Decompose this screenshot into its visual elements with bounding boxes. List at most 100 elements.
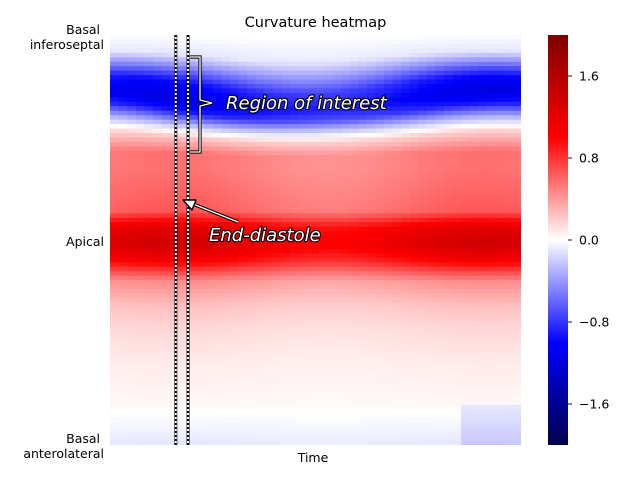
heatmap-cell (349, 182, 359, 188)
heatmap-cell (443, 289, 454, 295)
heatmap-cell (495, 222, 505, 228)
heatmap-cell (503, 306, 514, 312)
heatmap-cell (512, 311, 521, 317)
heatmap-cell (281, 342, 291, 348)
heatmap-cell (187, 418, 197, 424)
heatmap-cell (204, 413, 214, 419)
heatmap-cell (238, 373, 248, 379)
heatmap-cell (503, 115, 514, 121)
heatmap-cell (204, 177, 214, 183)
heatmap-cell (341, 173, 351, 179)
heatmap-cell (238, 364, 248, 370)
heatmap-cell (298, 70, 308, 76)
heatmap-cell (110, 128, 120, 134)
heatmap-cell (289, 293, 299, 299)
heatmap-cell (324, 297, 334, 303)
heatmap-cell (409, 231, 419, 237)
heatmap-cell (187, 231, 197, 237)
heatmap-cell (212, 137, 222, 143)
heatmap-cell (187, 208, 197, 214)
heatmap-cell (247, 164, 257, 170)
heatmap-cell (135, 199, 145, 205)
heatmap-cell (512, 190, 521, 197)
heatmap-cell (298, 146, 308, 152)
heatmap-cell (495, 369, 505, 375)
heatmap-cell (238, 110, 248, 116)
heatmap-cell (229, 373, 240, 379)
heatmap-cell (118, 217, 128, 223)
heatmap-cell (110, 177, 120, 183)
heatmap-cell (212, 52, 222, 58)
heatmap-cell (392, 244, 402, 250)
heatmap-cell (221, 199, 231, 205)
heatmap-cell (152, 106, 162, 112)
heatmap-cell (144, 338, 154, 344)
heatmap-cell (503, 52, 514, 58)
heatmap-cell (384, 422, 394, 428)
heatmap-cell (127, 79, 137, 85)
heatmap-cell (289, 110, 299, 116)
heatmap-cell (384, 404, 394, 410)
heatmap-cell (324, 133, 334, 139)
heatmap-cell (221, 280, 231, 286)
heatmap-cell (409, 133, 419, 139)
heatmap-cell (426, 177, 436, 183)
heatmap-cell (409, 436, 419, 442)
heatmap-cell (366, 387, 377, 393)
heatmap-cell (332, 70, 342, 76)
heatmap-cell (152, 253, 162, 259)
heatmap-cell (341, 204, 351, 210)
heatmap-cell (272, 271, 282, 277)
heatmap-cell (315, 413, 325, 419)
heatmap-cell (289, 240, 299, 246)
heatmap-cell (384, 311, 394, 317)
heatmap-cell (238, 244, 248, 250)
heatmap-cell (409, 315, 419, 321)
heatmap-cell (238, 369, 248, 375)
heatmap-cell (187, 257, 197, 263)
heatmap-cell (461, 115, 471, 121)
heatmap-cell (358, 177, 368, 183)
heatmap-cell (435, 387, 445, 393)
heatmap-cell (443, 324, 454, 330)
heatmap-cell (503, 413, 514, 419)
heatmap-cell (135, 436, 145, 442)
heatmap-cell (503, 333, 514, 339)
heatmap-cell (315, 195, 325, 201)
heatmap-cell (221, 271, 231, 277)
heatmap-cell (512, 342, 521, 348)
heatmap-cell (144, 271, 154, 277)
heatmap-cell (418, 373, 428, 379)
heatmap-cell (204, 306, 214, 312)
heatmap-cell (238, 404, 248, 410)
heatmap-cell (384, 440, 394, 445)
heatmap-cell (118, 195, 128, 201)
heatmap-cell (503, 284, 514, 290)
heatmap-cell (127, 346, 137, 353)
heatmap-cell (144, 204, 154, 210)
heatmap-cell (332, 79, 342, 85)
heatmap-cell (503, 373, 514, 379)
heatmap-cell (486, 306, 496, 312)
heatmap-cell (212, 61, 222, 67)
heatmap-cell (469, 422, 479, 428)
heatmap-cell (341, 293, 351, 299)
heatmap-cell (298, 369, 308, 375)
heatmap-cell (264, 373, 274, 379)
heatmap-cell (272, 84, 282, 90)
heatmap-cell (469, 311, 479, 317)
heatmap-cell (110, 333, 120, 339)
heatmap-cell (401, 244, 411, 250)
heatmap-cell (264, 297, 274, 303)
heatmap-cell (289, 128, 299, 134)
heatmap-cell (349, 75, 359, 81)
heatmap-cell (272, 106, 282, 112)
heatmap-cell (264, 124, 274, 130)
heatmap-cell (461, 297, 471, 303)
heatmap-cell (418, 436, 428, 442)
heatmap-cell (204, 155, 214, 161)
heatmap-cell (135, 311, 145, 317)
heatmap-cell (135, 66, 145, 72)
heatmap-cell (238, 360, 248, 366)
heatmap-cell (418, 226, 428, 232)
